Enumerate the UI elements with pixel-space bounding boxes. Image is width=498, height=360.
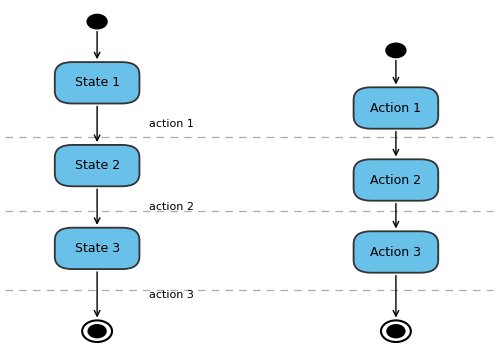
Text: action 3: action 3	[149, 290, 194, 300]
Circle shape	[87, 14, 107, 29]
Text: Action 1: Action 1	[371, 102, 421, 114]
Circle shape	[82, 320, 112, 342]
Text: State 3: State 3	[75, 242, 120, 255]
FancyBboxPatch shape	[55, 62, 139, 104]
Circle shape	[387, 325, 405, 338]
Text: State 1: State 1	[75, 76, 120, 89]
FancyBboxPatch shape	[55, 228, 139, 269]
Text: Action 3: Action 3	[371, 246, 421, 258]
Text: Action 2: Action 2	[371, 174, 421, 186]
Text: State 2: State 2	[75, 159, 120, 172]
FancyBboxPatch shape	[354, 159, 438, 201]
Circle shape	[88, 325, 106, 338]
Text: action 2: action 2	[149, 202, 194, 212]
Circle shape	[386, 43, 406, 58]
FancyBboxPatch shape	[354, 231, 438, 273]
FancyBboxPatch shape	[354, 87, 438, 129]
Text: action 1: action 1	[149, 119, 194, 129]
FancyBboxPatch shape	[55, 145, 139, 186]
Circle shape	[381, 320, 411, 342]
